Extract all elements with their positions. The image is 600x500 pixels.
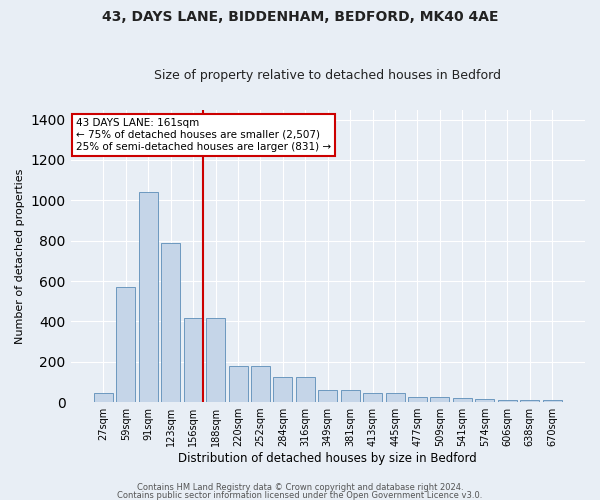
Text: 43, DAYS LANE, BIDDENHAM, BEDFORD, MK40 4AE: 43, DAYS LANE, BIDDENHAM, BEDFORD, MK40 … — [102, 10, 498, 24]
Bar — [453, 398, 472, 402]
Bar — [408, 397, 427, 402]
X-axis label: Distribution of detached houses by size in Bedford: Distribution of detached houses by size … — [178, 452, 477, 465]
Bar — [497, 400, 517, 402]
Bar — [341, 390, 360, 402]
Bar — [475, 399, 494, 402]
Title: Size of property relative to detached houses in Bedford: Size of property relative to detached ho… — [154, 69, 501, 82]
Bar — [430, 397, 449, 402]
Bar — [139, 192, 158, 402]
Bar — [116, 287, 136, 402]
Y-axis label: Number of detached properties: Number of detached properties — [15, 168, 25, 344]
Bar — [229, 366, 248, 402]
Bar — [184, 318, 203, 402]
Bar — [274, 377, 292, 402]
Bar — [296, 377, 315, 402]
Text: 43 DAYS LANE: 161sqm
← 75% of detached houses are smaller (2,507)
25% of semi-de: 43 DAYS LANE: 161sqm ← 75% of detached h… — [76, 118, 331, 152]
Bar — [251, 366, 270, 402]
Bar — [94, 392, 113, 402]
Bar — [161, 242, 180, 402]
Text: Contains public sector information licensed under the Open Government Licence v3: Contains public sector information licen… — [118, 492, 482, 500]
Text: Contains HM Land Registry data © Crown copyright and database right 2024.: Contains HM Land Registry data © Crown c… — [137, 483, 463, 492]
Bar — [363, 392, 382, 402]
Bar — [542, 400, 562, 402]
Bar — [318, 390, 337, 402]
Bar — [206, 318, 225, 402]
Bar — [386, 392, 404, 402]
Bar — [520, 400, 539, 402]
